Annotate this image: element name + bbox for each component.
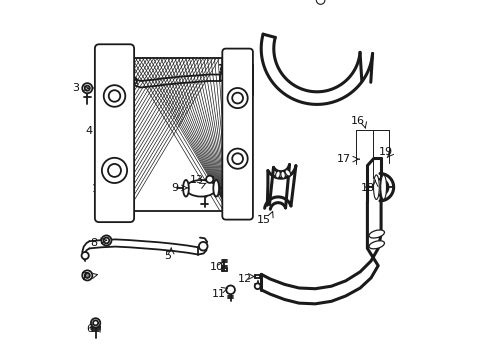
Ellipse shape <box>276 171 280 178</box>
Text: 18: 18 <box>361 183 375 193</box>
Circle shape <box>85 273 90 278</box>
Bar <box>128 58 229 211</box>
FancyBboxPatch shape <box>222 49 253 220</box>
Ellipse shape <box>240 88 252 93</box>
Circle shape <box>130 77 137 84</box>
Ellipse shape <box>373 175 379 199</box>
Circle shape <box>225 52 236 62</box>
Ellipse shape <box>285 170 291 176</box>
Text: 8: 8 <box>226 53 233 63</box>
Text: 9: 9 <box>172 183 178 193</box>
Circle shape <box>82 270 92 280</box>
Text: 16: 16 <box>350 116 365 126</box>
Text: 1: 1 <box>92 184 99 194</box>
Ellipse shape <box>240 62 252 67</box>
Text: 19: 19 <box>379 147 393 157</box>
Text: 12: 12 <box>238 274 252 284</box>
Text: 17: 17 <box>336 154 350 164</box>
Circle shape <box>103 238 109 243</box>
Text: 13: 13 <box>190 175 204 185</box>
Circle shape <box>101 235 111 246</box>
Text: 5: 5 <box>164 251 171 261</box>
FancyBboxPatch shape <box>95 44 134 222</box>
Text: 2: 2 <box>124 71 132 81</box>
Circle shape <box>316 0 325 4</box>
Text: 6: 6 <box>86 324 93 334</box>
Ellipse shape <box>240 78 252 83</box>
Circle shape <box>228 54 233 59</box>
Circle shape <box>91 318 100 328</box>
Text: 3: 3 <box>73 83 79 93</box>
Ellipse shape <box>369 230 385 238</box>
Ellipse shape <box>240 72 252 77</box>
Ellipse shape <box>281 171 285 178</box>
Ellipse shape <box>240 67 252 72</box>
Circle shape <box>109 90 120 102</box>
Ellipse shape <box>369 241 385 249</box>
Circle shape <box>206 176 213 183</box>
Text: 4: 4 <box>85 126 92 136</box>
Ellipse shape <box>186 180 216 197</box>
Circle shape <box>102 158 127 183</box>
Circle shape <box>93 320 98 325</box>
Text: 7: 7 <box>80 272 88 282</box>
Circle shape <box>232 93 243 103</box>
Text: 11: 11 <box>212 289 226 300</box>
Circle shape <box>226 285 235 294</box>
Text: 10: 10 <box>209 262 223 272</box>
Circle shape <box>102 128 107 134</box>
Ellipse shape <box>240 83 252 88</box>
Circle shape <box>85 86 90 91</box>
Circle shape <box>104 85 125 107</box>
Circle shape <box>96 72 103 79</box>
Circle shape <box>108 164 121 177</box>
Text: 8: 8 <box>90 238 98 248</box>
Ellipse shape <box>213 180 219 197</box>
Circle shape <box>255 283 261 289</box>
Circle shape <box>199 242 208 251</box>
Bar <box>128 58 229 211</box>
Circle shape <box>227 88 248 108</box>
Circle shape <box>221 66 228 73</box>
Circle shape <box>82 83 92 93</box>
Circle shape <box>232 153 243 164</box>
Ellipse shape <box>183 180 189 197</box>
Ellipse shape <box>240 93 252 98</box>
Text: 14: 14 <box>227 69 242 79</box>
Circle shape <box>81 252 89 259</box>
Text: 15: 15 <box>257 215 271 225</box>
Ellipse shape <box>381 175 387 199</box>
Circle shape <box>227 149 248 169</box>
